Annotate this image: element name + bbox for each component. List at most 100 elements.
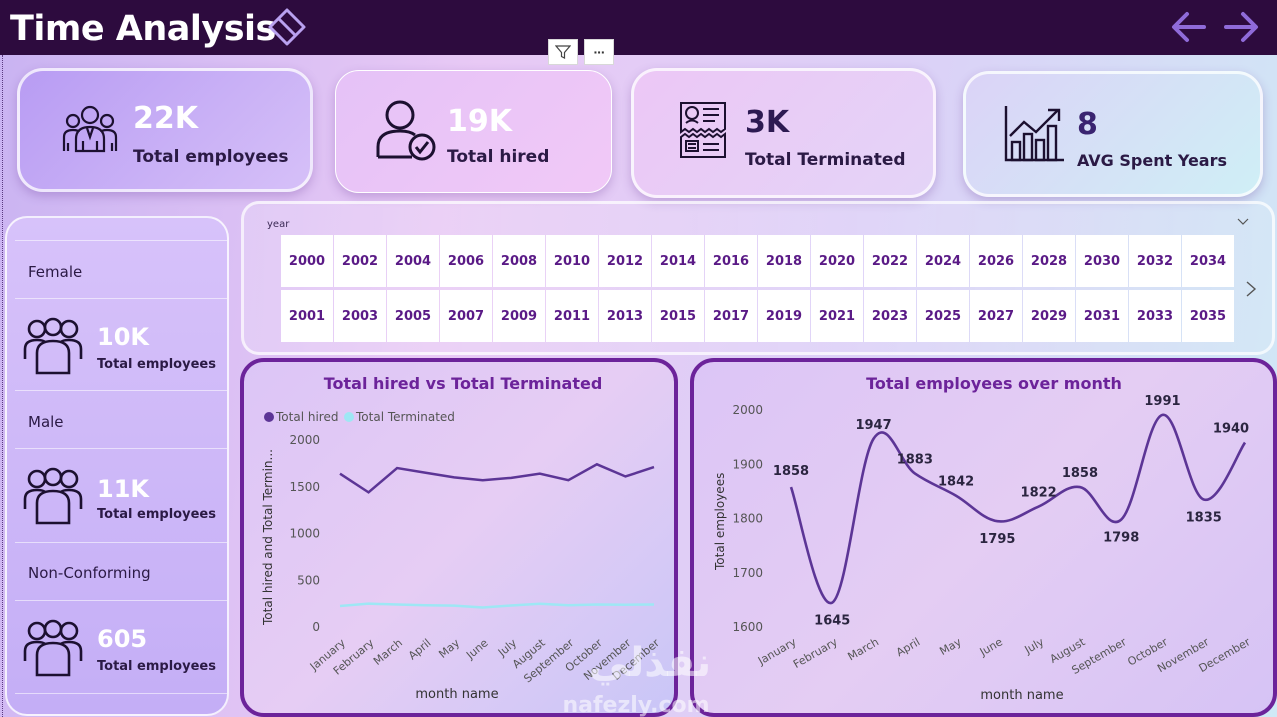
eraser-icon[interactable] [266,6,308,48]
gender-title: Male [28,413,64,431]
y-tick-label: 2000 [289,433,320,447]
x-axis-label: month name [980,688,1063,703]
team-icon [62,105,118,153]
filter-button[interactable] [548,39,578,65]
filter-icon [555,45,571,59]
kpi-value: 8 [1077,107,1098,142]
year-tile[interactable]: 2034 [1182,235,1234,287]
data-label: 1822 [1021,486,1057,501]
year-tile[interactable]: 2019 [758,290,810,342]
gender-header-female: Female [15,240,227,298]
year-tile[interactable]: 2013 [599,290,651,342]
gender-title: Non-Conforming [28,564,151,582]
year-tile[interactable]: 2031 [1076,290,1128,342]
kpi-label: Total Terminated [745,150,906,170]
year-tile[interactable]: 2007 [440,290,492,342]
visual-toolbar: ··· [548,39,614,65]
year-tile[interactable]: 2011 [546,290,598,342]
year-tile[interactable]: 2014 [652,235,704,287]
data-label: 1795 [979,532,1015,547]
chart-title: Total employees over month [866,374,1122,393]
year-tile[interactable]: 2025 [917,290,969,342]
x-tick-label: June [463,636,491,662]
group-icon [23,467,83,525]
x-tick-label: May [937,635,964,658]
year-tile[interactable]: 2006 [440,235,492,287]
data-label: 1947 [855,418,891,433]
arrow-right-icon[interactable] [1222,8,1260,46]
y-tick-label: 2000 [732,403,763,417]
gender-title: Female [28,263,83,281]
year-tile[interactable]: 2010 [546,235,598,287]
year-tile[interactable]: 2021 [811,290,863,342]
year-tile[interactable]: 2008 [493,235,545,287]
year-tile[interactable]: 2015 [652,290,704,342]
year-tile[interactable]: 2009 [493,290,545,342]
canvas-edge [2,55,3,717]
series-line-hired[interactable] [339,462,655,494]
year-tile[interactable]: 2016 [705,235,757,287]
gender-value: 605 [97,625,148,653]
year-slicer: year 2000 2002 2004 2006 2008 2010 2012 2014 201… [241,201,1275,355]
y-axis-label: Total employees [713,473,727,571]
slicer-title: year [267,219,290,230]
arrow-left-icon[interactable] [1170,8,1208,46]
year-tile[interactable]: 2030 [1076,235,1128,287]
series-line-employees[interactable] [789,413,1247,604]
year-tile[interactable]: 2028 [1023,235,1075,287]
year-tile[interactable]: 2005 [387,290,439,342]
x-tick-label: February [791,635,840,671]
year-tile[interactable]: 2033 [1129,290,1181,342]
more-options-button[interactable]: ··· [584,39,614,65]
year-tile[interactable]: 2023 [864,290,916,342]
legend-dot-hired [264,412,274,422]
y-tick-label: 1600 [732,620,763,634]
year-tile[interactable]: 2026 [970,235,1022,287]
data-label: 1798 [1103,531,1139,546]
legend-dot-terminated [344,412,354,422]
year-tile[interactable]: 2001 [281,290,333,342]
gender-label: Total employees [97,357,216,372]
year-tile[interactable]: 2035 [1182,290,1234,342]
year-tile[interactable]: 2017 [705,290,757,342]
gender-label: Total employees [97,659,216,674]
year-tile[interactable]: 2003 [334,290,386,342]
year-tile[interactable]: 2004 [387,235,439,287]
kpi-label: Total hired [447,147,550,167]
kpi-label: AVG Spent Years [1077,151,1227,170]
legend-label-hired: Total hired [275,410,338,424]
legend-label-terminated: Total Terminated [355,410,455,424]
x-axis-label: month name [415,687,498,702]
chevron-right-icon[interactable] [1243,280,1259,298]
year-tile[interactable]: 2018 [758,235,810,287]
year-tile[interactable]: 2032 [1129,235,1181,287]
kpi-total-employees: 22K Total employees [17,68,313,192]
year-tile[interactable]: 2020 [811,235,863,287]
year-tile[interactable]: 2022 [864,235,916,287]
year-tile[interactable]: 2002 [334,235,386,287]
data-label: 1645 [814,614,850,629]
year-tile[interactable]: 2024 [917,235,969,287]
y-tick-label: 0 [312,620,320,634]
kpi-total-hired[interactable]: 19K Total hired [335,70,612,193]
chart-employees-over-month[interactable]: Total employees over month 1600 1700 1800 1… [690,358,1277,717]
series-line-terminated[interactable] [339,602,655,609]
data-label: 1835 [1186,511,1222,526]
group-icon [23,619,83,677]
data-label: 1991 [1144,394,1180,409]
data-label: 1858 [1062,466,1098,481]
chart-hired-vs-terminated[interactable]: Total hired vs Total Terminated Total hi… [240,358,678,717]
year-tile[interactable]: 2000 [281,235,333,287]
growth-chart-icon [1004,106,1064,162]
year-tile[interactable]: 2029 [1023,290,1075,342]
year-tile[interactable]: 2012 [599,235,651,287]
chevron-down-icon[interactable] [1237,216,1249,226]
gender-card-nonconforming: 605 Total employees [15,600,227,694]
year-tile[interactable]: 2027 [970,290,1022,342]
x-tick-label: April [894,635,922,659]
x-tick-label: July [1022,635,1047,657]
y-axis-label: Total hired and Total Termin... [261,449,275,626]
data-label: 1883 [897,452,933,467]
year-tiles: 2000 2002 2004 2006 2008 2010 2012 2014 2016 2018… [281,235,1234,342]
